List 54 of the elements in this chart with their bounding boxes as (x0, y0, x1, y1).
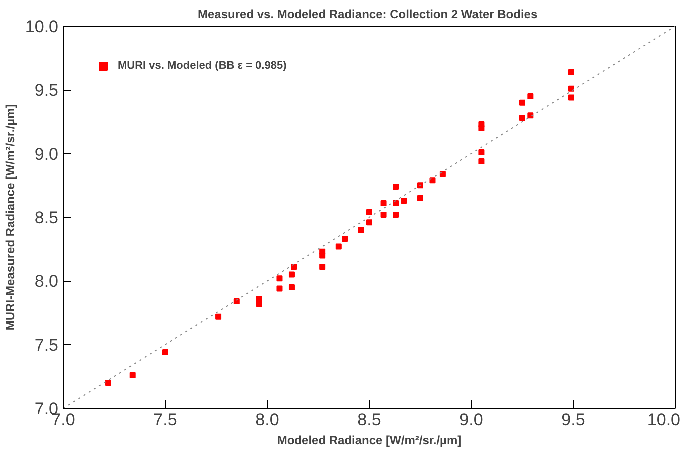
point (342, 236, 348, 242)
point (130, 372, 136, 378)
point (320, 252, 326, 259)
point (393, 200, 400, 206)
point (234, 298, 240, 305)
y-tick-label: 9.5 (34, 81, 59, 100)
point (366, 220, 372, 226)
point (528, 94, 534, 100)
point (291, 264, 298, 270)
point (380, 200, 387, 206)
point (358, 227, 364, 234)
point (162, 349, 168, 356)
point (520, 115, 526, 122)
point (528, 112, 534, 119)
point (216, 314, 222, 320)
point (401, 198, 408, 204)
x-tick-label: 9.5 (562, 410, 586, 430)
point (366, 209, 372, 216)
point (440, 171, 446, 178)
point (568, 86, 574, 92)
point (105, 380, 112, 386)
y-tick-label: 8.0 (34, 272, 59, 292)
legend-label: MURI vs. Modeled (BB ε = 0.985) (118, 60, 287, 72)
point (256, 301, 262, 308)
point (418, 195, 424, 202)
x-tick-label: 8.5 (358, 410, 382, 430)
point (393, 212, 400, 218)
point (568, 94, 574, 101)
x-tick-label: 9.0 (460, 410, 484, 430)
point (430, 178, 436, 184)
point (276, 276, 283, 282)
point (320, 264, 326, 270)
point (380, 212, 387, 218)
y-tick-label: 7.5 (34, 336, 59, 355)
point (418, 182, 424, 189)
x-axis-title: Modeled Radiance [W/m²/sr./µm] (277, 434, 462, 448)
point (568, 69, 574, 76)
point (478, 125, 485, 132)
chart-title: Measured vs. Modeled Radiance: Collection 2 Water Bodies (198, 8, 538, 22)
x-tick-label: 7.5 (154, 410, 178, 430)
point (336, 244, 342, 250)
y-tick-label: 9.0 (34, 144, 59, 164)
point (478, 150, 485, 156)
y-tick-label: 8.5 (34, 208, 59, 228)
point (393, 184, 400, 190)
point (478, 158, 485, 164)
y-axis-title: MURI-Measured Radiance [W/m²/sr./µm] (3, 104, 18, 331)
x-tick-label: 8.0 (256, 410, 280, 430)
y-tick-label: 10.0 (25, 18, 59, 36)
point (276, 286, 283, 292)
point (288, 272, 295, 278)
point (520, 100, 526, 106)
point (288, 284, 295, 291)
x-tick-label: 10.0 (647, 410, 681, 430)
